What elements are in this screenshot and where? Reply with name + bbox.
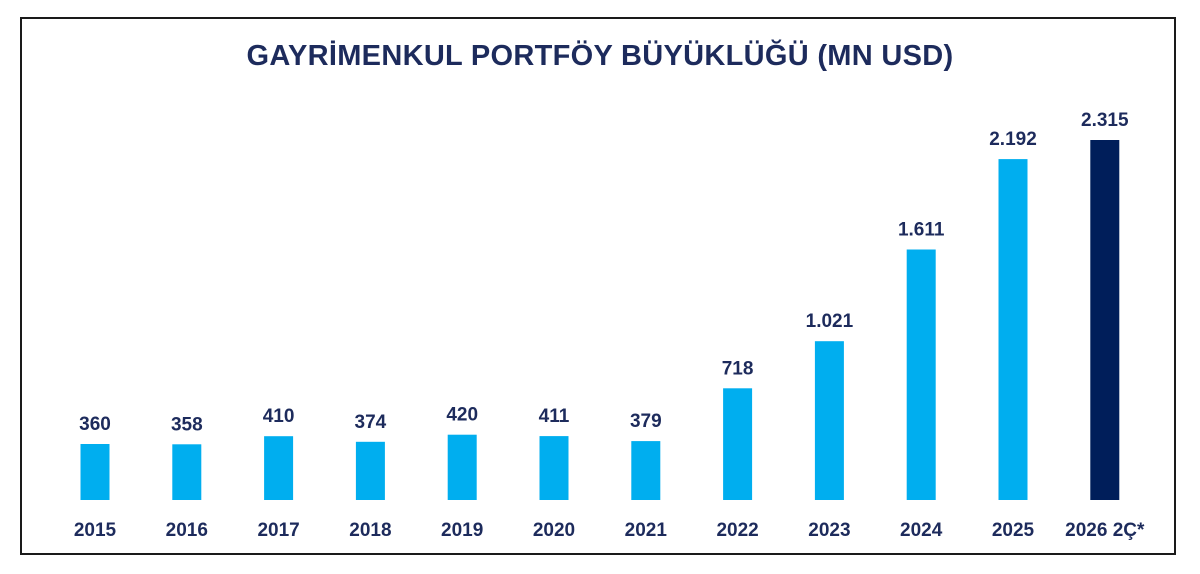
category-label: 2023	[808, 520, 850, 541]
data-label: 358	[171, 414, 203, 435]
bar-2019	[447, 434, 477, 500]
bar-2016	[172, 444, 202, 500]
bar-2015	[80, 444, 110, 500]
bar-2021	[631, 441, 661, 500]
bar-2023	[814, 341, 844, 500]
data-label: 2.192	[989, 129, 1037, 150]
data-label: 2.315	[1081, 110, 1129, 131]
bar-2018	[355, 441, 385, 500]
chart-title: GAYRİMENKUL PORTFÖY BÜYÜKLÜĞÜ (MN USD)	[246, 40, 954, 72]
bar-2017	[264, 436, 294, 500]
data-label: 411	[539, 406, 570, 427]
category-label: 2016	[166, 520, 208, 541]
category-label: 2015	[74, 520, 117, 541]
category-label: 2017	[257, 520, 299, 541]
bar-2024	[906, 249, 936, 500]
category-label: 2020	[533, 520, 575, 541]
chart-frame	[20, 17, 1176, 555]
category-label: 2025	[992, 520, 1035, 541]
bar-2022	[723, 388, 753, 500]
data-label: 420	[446, 405, 478, 426]
data-label: 360	[79, 414, 111, 435]
category-label: 2021	[625, 520, 668, 541]
category-label: 2019	[441, 520, 483, 541]
bar-2025	[998, 159, 1028, 500]
bar-2026-2ç*	[1090, 140, 1120, 500]
data-label: 410	[263, 406, 295, 427]
category-label: 2024	[900, 520, 943, 541]
bar-2020	[539, 436, 569, 500]
data-label: 718	[722, 358, 754, 379]
category-label: 2022	[716, 520, 758, 541]
data-label: 379	[630, 411, 662, 432]
category-label: 2026 2Ç*	[1065, 520, 1145, 541]
data-label: 1.021	[806, 311, 854, 332]
data-label: 374	[355, 412, 387, 433]
data-label: 1.611	[898, 220, 945, 241]
category-label: 2018	[349, 520, 391, 541]
